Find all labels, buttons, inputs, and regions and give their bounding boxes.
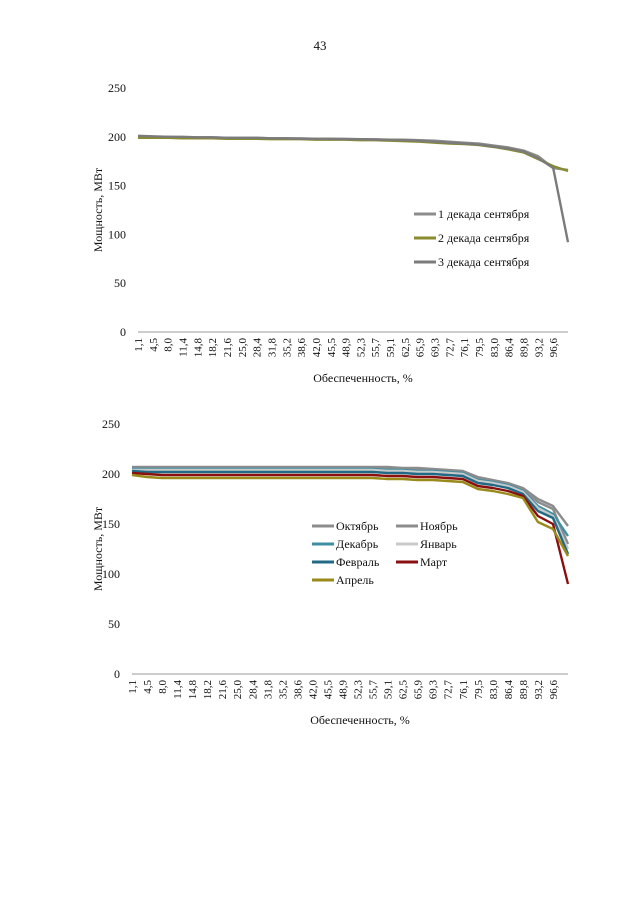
- chart2-y-tick-label: 0: [114, 667, 120, 681]
- chart2-x-tick-label: 52,3: [353, 680, 365, 700]
- chart1-x-tick-label: 59,1: [385, 338, 397, 357]
- chart2-y-tick-label: 200: [102, 467, 120, 481]
- chart1-y-tick-label: 50: [114, 276, 126, 290]
- chart1-y-tick-label: 150: [108, 179, 126, 193]
- chart1-legend-label-3: 3 декада сентября: [438, 255, 530, 269]
- chart2-x-tick-label: 96,6: [548, 680, 560, 700]
- chart2-x-tick-label: 1,1: [127, 680, 139, 694]
- chart1-x-tick-label: 48,9: [341, 338, 353, 358]
- chart1-x-tick-label: 11,4: [177, 338, 189, 357]
- chart2-x-tick-label: 69,3: [428, 680, 440, 700]
- chart2-x-tick-label: 55,7: [368, 680, 380, 700]
- chart2-x-tick-label: 76,1: [458, 680, 470, 699]
- chart2-legend-label-2: Ноябрь: [420, 519, 458, 533]
- chart1-x-tick-label: 1,1: [133, 338, 145, 352]
- chart2-series-line-4: [132, 468, 570, 550]
- chart2-y-tick-label: 150: [102, 517, 120, 531]
- chart1-x-tick-label: 96,6: [548, 338, 560, 358]
- chart-2: 0 50 100 150 200 250 1,1 4,5 8,0 11,4 14,8 18,2 21,6…: [91, 417, 570, 727]
- chart2-legend-label-4: Январь: [420, 537, 457, 551]
- chart2-x-tick-label: 42,0: [307, 680, 319, 700]
- chart1-x-tick-label: 31,8: [266, 338, 278, 358]
- chart2-series-line-6: [131, 471, 570, 585]
- chart2-y-tick-label: 100: [102, 567, 120, 581]
- chart2-x-tick-label: 48,9: [337, 680, 349, 700]
- chart1-x-tick-label: 42,0: [311, 338, 323, 358]
- chart1-x-tick-label: 21,6: [222, 338, 234, 358]
- chart2-x-tick-label: 18,2: [202, 680, 214, 699]
- chart2-series-line-5: [131, 469, 570, 555]
- chart2-x-tick-label: 8,0: [157, 680, 169, 694]
- chart1-x-tick-label: 8,0: [163, 338, 175, 352]
- chart2-legend-label-1: Октябрь: [336, 519, 379, 533]
- chart2-x-tick-label: 89,8: [518, 680, 530, 700]
- chart1-y-axis-title: Мощность, МВт: [91, 167, 105, 252]
- chart1-y-tick-label: 100: [108, 227, 126, 241]
- chart2-x-tick-label: 86,4: [503, 680, 515, 700]
- page-number: 43: [313, 38, 327, 53]
- chart1-x-tick-label: 38,6: [296, 338, 308, 358]
- chart1-x-tick-label: 93,2: [533, 338, 545, 357]
- chart2-x-tick-label: 65,9: [413, 680, 425, 700]
- chart2-x-tick-label: 83,0: [488, 680, 500, 700]
- chart-1: 0 50 100 150 200 250 1,1 4,5 8,0 11,4 14,8 18,2 21,6…: [91, 81, 570, 385]
- chart1-x-tick-label: 72,7: [444, 338, 456, 358]
- chart1-x-tick-label: 52,3: [355, 338, 367, 358]
- chart2-y-tick-label: 250: [102, 417, 120, 431]
- chart1-x-axis-title: Обеспеченность, %: [313, 371, 413, 385]
- chart1-x-tick-label: 79,5: [474, 338, 486, 358]
- chart1-x-tick-label: 55,7: [370, 338, 382, 358]
- chart1-x-tick-label: 65,9: [415, 338, 427, 358]
- chart1-x-tick-label: 62,5: [400, 338, 412, 358]
- chart2-series-line-2: [132, 465, 569, 527]
- chart2-legend-label-3: Декабрь: [336, 537, 379, 551]
- chart2-x-tick-label: 72,7: [443, 680, 455, 700]
- chart2-x-axis-title: Обеспеченность, %: [310, 713, 410, 727]
- chart1-x-tick-label: 45,5: [326, 338, 338, 358]
- chart1-x-tick-label: 89,8: [519, 338, 531, 358]
- chart2-x-tick-label: 4,5: [142, 680, 154, 694]
- chart2-x-tick-label: 35,2: [277, 680, 289, 699]
- chart1-x-tick-label: 14,8: [192, 338, 204, 358]
- chart1-legend-label-2: 2 декада сентября: [438, 231, 530, 245]
- chart1-x-tick-label: 86,4: [504, 338, 516, 358]
- chart1-x-tick-label: 83,0: [489, 338, 501, 358]
- chart2-x-tick-label: 79,5: [473, 680, 485, 700]
- chart1-series-line-1: [138, 135, 569, 172]
- chart2-x-tick-label: 93,2: [533, 680, 545, 699]
- chart1-x-tick-label: 4,5: [148, 338, 160, 352]
- chart2-x-tick-label: 14,8: [187, 680, 199, 700]
- chart2-series-line-7: [131, 473, 570, 557]
- chart2-x-tick-label: 62,5: [398, 680, 410, 700]
- chart2-legend-label-7: Апрель: [336, 573, 374, 587]
- chart1-y-tick-label: 0: [120, 325, 126, 339]
- chart1-y-tick-label: 250: [108, 81, 126, 95]
- chart2-x-tick-label: 31,8: [262, 680, 274, 700]
- chart2-x-tick-label: 59,1: [383, 680, 395, 699]
- chart1-x-tick-label: 25,0: [237, 338, 249, 358]
- chart2-x-tick-label: 28,4: [247, 680, 259, 700]
- chart1-x-tick-label: 69,3: [430, 338, 442, 358]
- chart2-x-tick-label: 25,0: [232, 680, 244, 700]
- chart1-legend-label-1: 1 декада сентября: [438, 207, 530, 221]
- chart2-x-tick-label: 38,6: [292, 680, 304, 700]
- chart1-x-tick-label: 28,4: [252, 338, 264, 358]
- chart2-legend-label-5: Февраль: [336, 555, 380, 569]
- chart1-x-tick-label: 76,1: [459, 338, 471, 357]
- chart1-y-tick-label: 200: [108, 130, 126, 144]
- chart1-x-tick-label: 35,2: [281, 338, 293, 357]
- chart2-x-tick-label: 21,6: [217, 680, 229, 700]
- chart2-x-tick-label: 45,5: [322, 680, 334, 700]
- chart1-series-line-2: [138, 136, 569, 173]
- chart2-x-tick-label: 11,4: [172, 680, 184, 699]
- chart2-y-tick-label: 50: [108, 617, 120, 631]
- chart2-y-axis-title: Мощность, МВт: [91, 506, 105, 591]
- chart2-legend-label-6: Март: [420, 555, 448, 569]
- chart1-x-tick-label: 18,2: [207, 338, 219, 357]
- chart1-series-line-3: [137, 134, 570, 243]
